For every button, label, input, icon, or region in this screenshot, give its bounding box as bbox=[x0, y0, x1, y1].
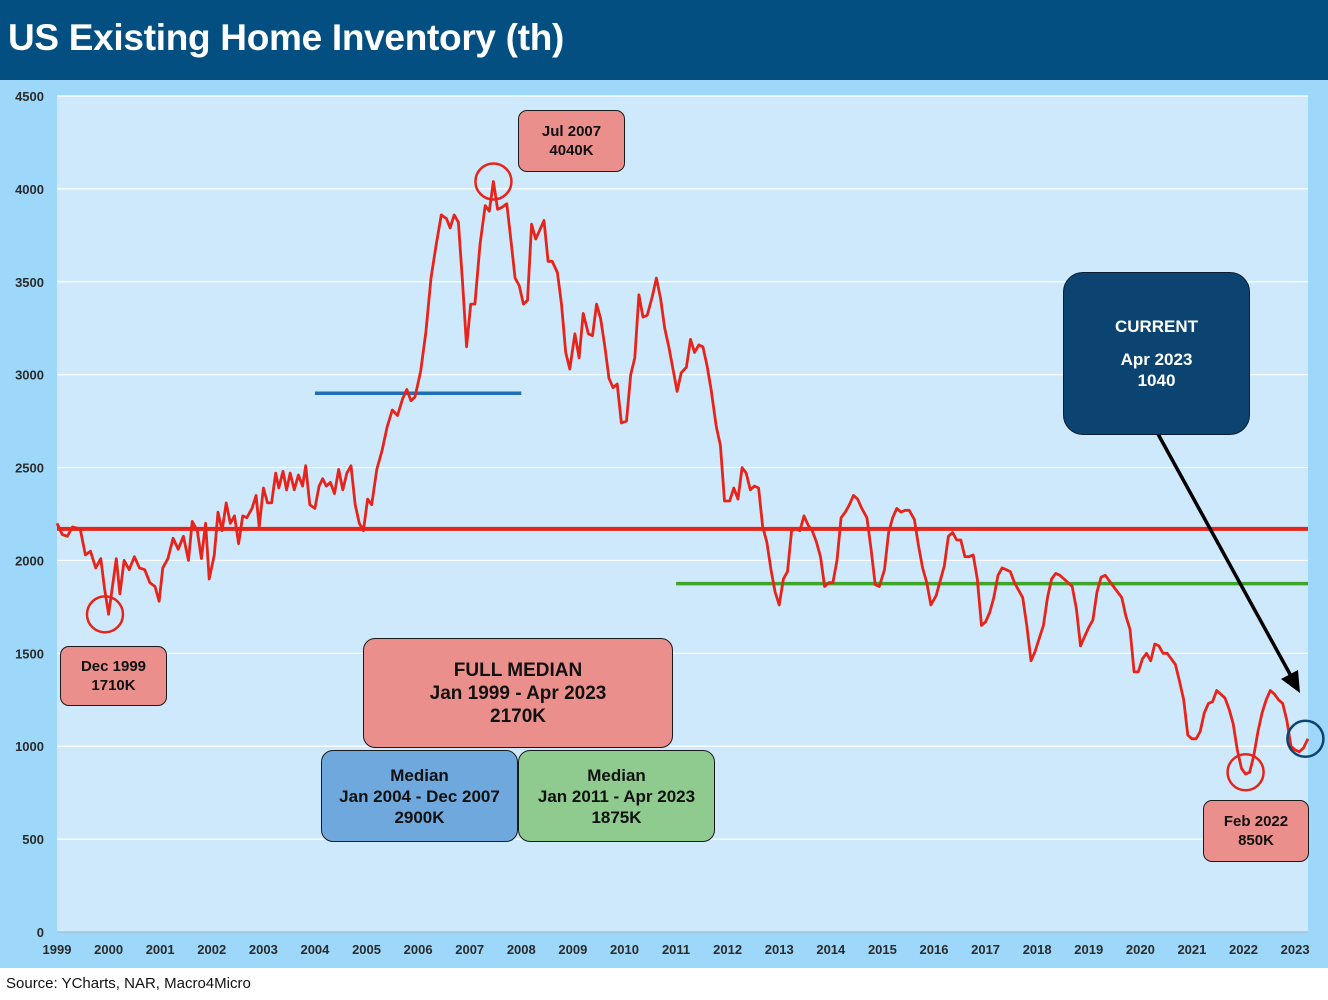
y-tick-label-3500: 3500 bbox=[15, 275, 44, 290]
series-line-inventory bbox=[55, 180, 1310, 776]
x-tick-label-2016: 2016 bbox=[920, 942, 949, 957]
x-tick-label-2007: 2007 bbox=[455, 942, 484, 957]
x-tick-label-2010: 2010 bbox=[610, 942, 639, 957]
annotation-low-1999-line1: Dec 1999 bbox=[80, 658, 147, 675]
annotation-full-median-line3: 2170K bbox=[490, 705, 546, 727]
annotation-full-median: FULL MEDIAN Jan 1999 - Apr 2023 2170K bbox=[363, 638, 673, 748]
x-tick-label-2005: 2005 bbox=[352, 942, 381, 957]
title-bar: US Existing Home Inventory (th) bbox=[0, 0, 1328, 80]
x-tick-label-2017: 2017 bbox=[971, 942, 1000, 957]
x-tick-label-2014: 2014 bbox=[816, 942, 846, 957]
x-tick-label-2020: 2020 bbox=[1126, 942, 1155, 957]
annotation-peak-line1: Jul 2007 bbox=[541, 123, 602, 140]
annotation-median-2004-2007-line2: Jan 2004 - Dec 2007 bbox=[339, 786, 500, 806]
annotation-low-2022-line2: 850K bbox=[1238, 832, 1274, 849]
chart-title: US Existing Home Inventory (th) bbox=[8, 17, 565, 58]
arrow-head bbox=[1281, 670, 1300, 693]
x-tick-label-2001: 2001 bbox=[146, 942, 175, 957]
y-tick-label-0: 0 bbox=[37, 925, 44, 940]
annotation-median-2004-2007-line3: 2900K bbox=[394, 807, 445, 827]
annotation-current-line2: Apr 2023 bbox=[1120, 350, 1193, 369]
x-tick-label-2021: 2021 bbox=[1177, 942, 1206, 957]
x-tick-label-2019: 2019 bbox=[1074, 942, 1103, 957]
y-tick-label-3000: 3000 bbox=[15, 368, 44, 383]
x-tick-label-2003: 2003 bbox=[249, 942, 278, 957]
annotation-median-2011-2023: Median Jan 2011 - Apr 2023 1875K bbox=[518, 750, 715, 842]
x-tick-label-2006: 2006 bbox=[404, 942, 433, 957]
y-tick-label-500: 500 bbox=[22, 832, 44, 847]
annotation-median-2004-2007: Median Jan 2004 - Dec 2007 2900K bbox=[321, 750, 518, 842]
annotation-current-line3: 1040 bbox=[1137, 371, 1176, 390]
y-tick-label-4000: 4000 bbox=[15, 182, 44, 197]
annotation-median-2011-2023-line3: 1875K bbox=[591, 807, 642, 827]
x-tick-label-2004: 2004 bbox=[300, 942, 330, 957]
annotation-low-2022-line1: Feb 2022 bbox=[1223, 813, 1289, 830]
x-tick-label-2013: 2013 bbox=[765, 942, 794, 957]
highlight-circle-dec-1999 bbox=[85, 595, 125, 634]
y-tick-label-4500: 4500 bbox=[15, 89, 44, 104]
x-tick-label-2011: 2011 bbox=[662, 942, 690, 957]
annotation-full-median-line1: FULL MEDIAN bbox=[453, 659, 583, 681]
annotation-low-2022: Feb 2022 850K bbox=[1203, 800, 1309, 862]
source-note: Source: YCharts, NAR, Macro4Micro bbox=[6, 975, 251, 992]
y-tick-label-1500: 1500 bbox=[15, 646, 44, 661]
x-tick-label-2018: 2018 bbox=[1023, 942, 1052, 957]
highlight-circle-feb-2022 bbox=[1226, 752, 1265, 792]
annotation-low-1999-line2: 1710K bbox=[91, 677, 136, 694]
x-tick-label-1999: 1999 bbox=[43, 942, 72, 957]
x-tick-label-2002: 2002 bbox=[197, 942, 226, 957]
arrow-shaft bbox=[1156, 433, 1293, 677]
y-tick-label-2000: 2000 bbox=[15, 553, 44, 568]
annotation-current: CURRENT Apr 2023 1040 bbox=[1063, 272, 1250, 435]
annotation-current-line1: CURRENT bbox=[1114, 317, 1199, 336]
annotation-median-2011-2023-line2: Jan 2011 - Apr 2023 bbox=[537, 786, 696, 806]
highlight-circle-current bbox=[1286, 719, 1325, 759]
x-tick-label-2009: 2009 bbox=[558, 942, 587, 957]
x-tick-label-2022: 2022 bbox=[1229, 942, 1258, 957]
x-tick-label-2008: 2008 bbox=[507, 942, 536, 957]
annotation-peak: Jul 2007 4040K bbox=[518, 110, 625, 172]
x-tick-label-2015: 2015 bbox=[868, 942, 897, 957]
y-tick-label-1000: 1000 bbox=[15, 739, 44, 754]
annotation-peak-line2: 4040K bbox=[549, 142, 594, 159]
x-tick-label-2000: 2000 bbox=[94, 942, 123, 957]
x-tick-label-2012: 2012 bbox=[713, 942, 742, 957]
y-tick-label-2500: 2500 bbox=[15, 461, 44, 476]
annotation-median-2011-2023-line1: Median bbox=[587, 765, 646, 785]
annotation-full-median-line2: Jan 1999 - Apr 2023 bbox=[429, 682, 607, 704]
annotation-median-2004-2007-line1: Median bbox=[390, 765, 449, 785]
annotation-low-1999: Dec 1999 1710K bbox=[60, 646, 167, 706]
x-tick-label-2023: 2023 bbox=[1281, 942, 1310, 957]
highlight-circle-jul-2007 bbox=[474, 162, 513, 201]
